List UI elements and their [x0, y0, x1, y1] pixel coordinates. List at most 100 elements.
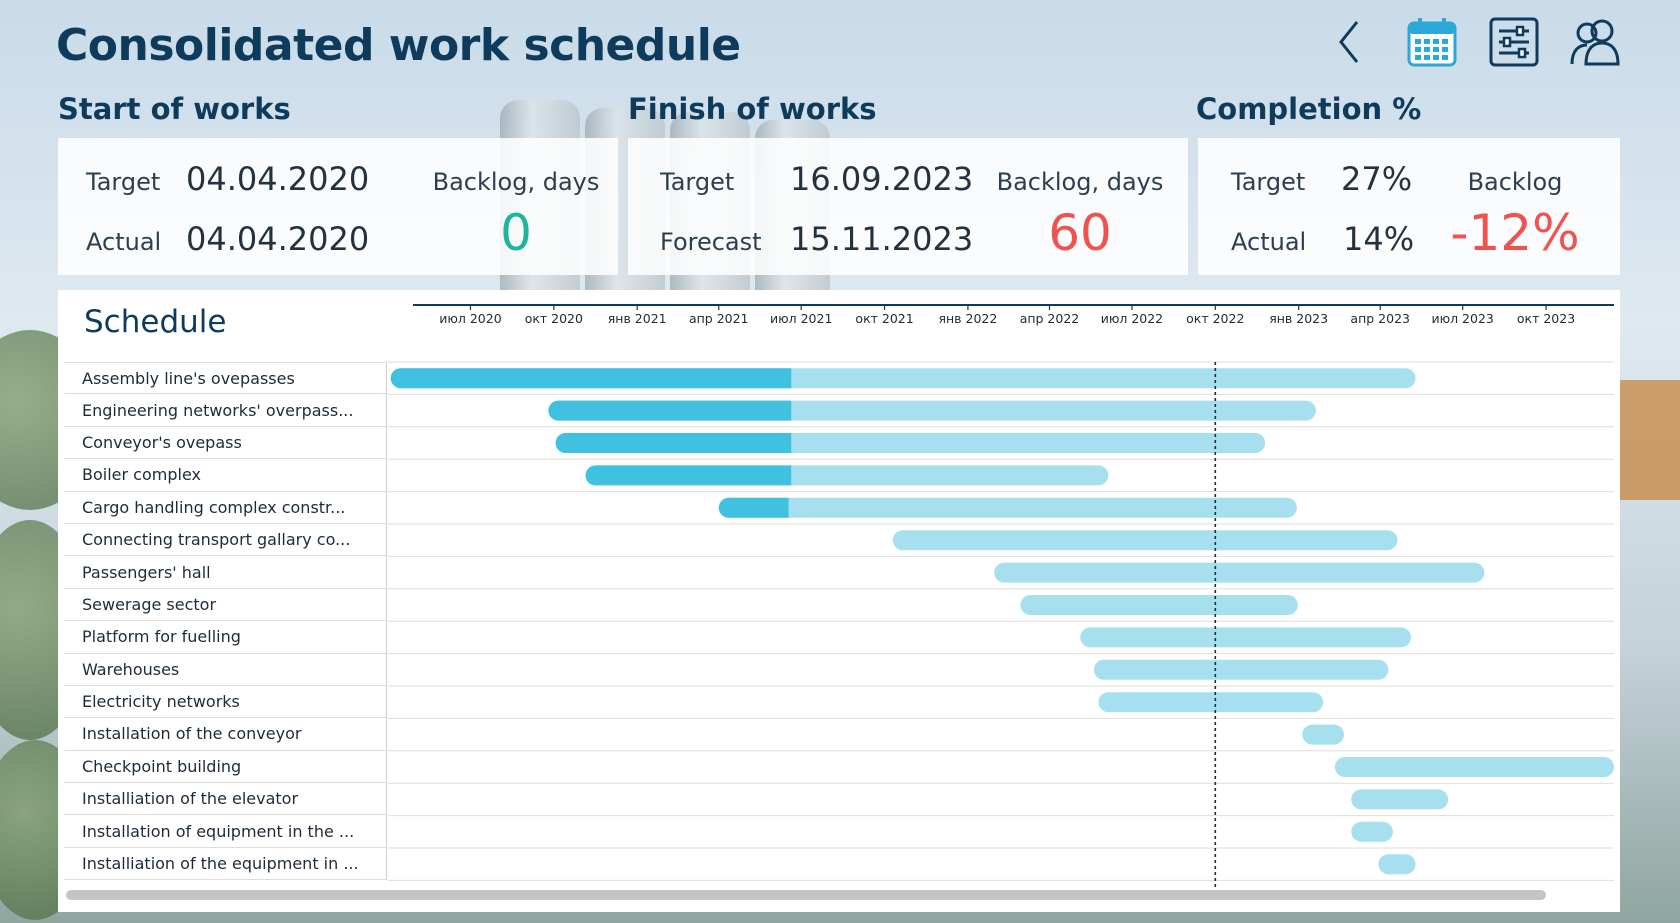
task-row[interactable]: Passengers' hall — [64, 556, 386, 589]
start-target-label: Target — [86, 168, 161, 196]
axis-tick-label: янв 2021 — [608, 311, 667, 326]
task-list: Assembly line's ovepasses Engineering net… — [64, 362, 386, 881]
axis-tick-label: окт 2022 — [1186, 311, 1244, 326]
planned-bar — [1351, 789, 1449, 810]
completion-backlog-value: -12% — [1450, 204, 1580, 262]
axis-tick-label: апр 2022 — [1020, 311, 1080, 326]
completed-bar — [585, 465, 792, 486]
back-button[interactable] — [1322, 14, 1378, 70]
completion-heading: Completion % — [1196, 92, 1422, 126]
planned-bar — [994, 562, 1485, 583]
task-name: Assembly line's ovepasses — [82, 368, 295, 388]
planned-bar — [1334, 757, 1614, 777]
task-name: Installiation of the elevator — [82, 789, 299, 809]
page-title: Consolidated work schedule — [56, 20, 741, 71]
completed-bar — [718, 497, 789, 518]
task-row[interactable]: Installiation of the equipment in ... — [64, 848, 386, 881]
task-name: Engineering networks' overpass... — [82, 400, 354, 420]
task-name: Connecting transport gallary co... — [82, 530, 351, 550]
planned-bar — [718, 497, 1297, 518]
planned-bar — [1302, 724, 1344, 745]
toolbar — [1322, 14, 1624, 70]
planned-bar — [1020, 595, 1298, 615]
task-row[interactable]: Cargo handling complex constr... — [64, 492, 386, 524]
task-list-divider — [386, 362, 387, 880]
completion-target-value: 27% — [1341, 160, 1413, 198]
start-backlog-label: Backlog, days — [432, 168, 600, 196]
task-row[interactable]: Installiation of the elevator — [64, 783, 386, 816]
finish-backlog-label: Backlog, days — [996, 168, 1164, 196]
planned-bar — [1080, 627, 1412, 648]
task-name: Passengers' hall — [82, 562, 211, 582]
planned-bar — [1378, 854, 1416, 875]
task-name: Checkpoint building — [82, 756, 242, 776]
finish-forecast-value: 15.11.2023 — [790, 220, 974, 258]
finish-backlog-value: 60 — [1048, 204, 1112, 262]
axis-tick-label: янв 2022 — [938, 311, 997, 326]
task-row[interactable]: Boiler complex — [64, 459, 386, 492]
task-name: Warehouses — [82, 659, 180, 679]
completed-bar — [548, 400, 792, 421]
sliders-icon — [1489, 17, 1539, 67]
axis-tick-label: янв 2023 — [1269, 311, 1328, 326]
start-actual-value: 04.04.2020 — [186, 220, 370, 258]
completion-target-label: Target — [1231, 168, 1306, 196]
task-name: Cargo handling complex constr... — [82, 497, 346, 517]
finish-target-label: Target — [660, 168, 735, 196]
task-row[interactable]: Sewerage sector — [64, 589, 386, 622]
axis-tick-label: окт 2020 — [525, 311, 583, 326]
completion-actual-label: Actual — [1231, 228, 1307, 256]
planned-bar — [1351, 821, 1393, 842]
start-actual-label: Actual — [86, 228, 162, 256]
finish-target-value: 16.09.2023 — [790, 160, 974, 198]
axis-tick-label: апр 2021 — [689, 311, 749, 326]
task-row[interactable]: Warehouses — [64, 654, 386, 686]
planned-bar — [1098, 692, 1324, 713]
completion-card: Target 27% Actual 14% Backlog -12% — [1198, 138, 1620, 275]
axis-tick-label: апр 2023 — [1350, 311, 1410, 326]
task-name: Installiation of the equipment in ... — [82, 854, 359, 874]
users-icon — [1570, 19, 1620, 66]
axis-tick-label: окт 2023 — [1517, 311, 1575, 326]
task-name: Platform for fuelling — [82, 627, 241, 647]
users-button[interactable] — [1568, 14, 1624, 70]
task-row[interactable]: Assembly line's ovepasses — [64, 362, 386, 395]
calendar-icon — [1407, 18, 1457, 67]
axis-tick-label: июл 2022 — [1101, 311, 1163, 326]
start-target-value: 04.04.2020 — [186, 160, 370, 198]
finish-forecast-label: Forecast — [660, 228, 762, 256]
task-row[interactable]: Installation of equipment in the ... — [64, 815, 386, 848]
task-row[interactable]: Connecting transport gallary co... — [64, 524, 386, 557]
completed-bar — [390, 368, 792, 389]
axis-tick-label: июл 2023 — [1431, 311, 1493, 326]
task-name: Installation of the conveyor — [82, 724, 302, 744]
horizontal-scrollbar[interactable] — [66, 890, 1546, 900]
schedule-title: Schedule — [84, 304, 227, 340]
task-name: Boiler complex — [82, 465, 201, 485]
finish-heading: Finish of works — [628, 92, 877, 126]
start-backlog-value: 0 — [500, 204, 532, 262]
schedule-panel: Schedule Assembly line's ovepasses Engine… — [58, 290, 1620, 912]
planned-bar — [1093, 659, 1389, 680]
start-heading: Start of works — [58, 92, 291, 126]
completion-actual-value: 14% — [1343, 220, 1415, 258]
task-name: Sewerage sector — [82, 594, 217, 614]
task-row[interactable]: Conveyor's ovepass — [64, 427, 386, 460]
task-name: Installation of equipment in the ... — [82, 821, 355, 841]
chevron-left-icon — [1339, 21, 1359, 63]
start-card: Target 04.04.2020 Actual 04.04.2020 Back… — [58, 138, 618, 275]
task-row[interactable]: Checkpoint building — [64, 751, 386, 784]
gantt-chart: июл 2020 окт 2020 янв 2021 апр 2021 июл 2021… — [388, 304, 1614, 893]
task-row[interactable]: Engineering networks' overpass... — [64, 394, 386, 427]
task-name: Electricity networks — [82, 692, 240, 712]
task-row[interactable]: Electricity networks — [64, 686, 386, 719]
completion-backlog-label: Backlog — [1467, 168, 1563, 196]
finish-card: Target 16.09.2023 Forecast 15.11.2023 Ba… — [628, 138, 1188, 275]
task-row[interactable]: Installation of the conveyor — [64, 718, 386, 751]
calendar-button[interactable] — [1404, 14, 1460, 70]
task-row[interactable]: Platform for fuelling — [64, 621, 386, 654]
axis-tick-label: июл 2020 — [439, 311, 501, 326]
task-name: Conveyor's ovepass — [82, 432, 242, 452]
filters-button[interactable] — [1486, 14, 1542, 70]
axis-tick-label: окт 2021 — [855, 311, 913, 326]
